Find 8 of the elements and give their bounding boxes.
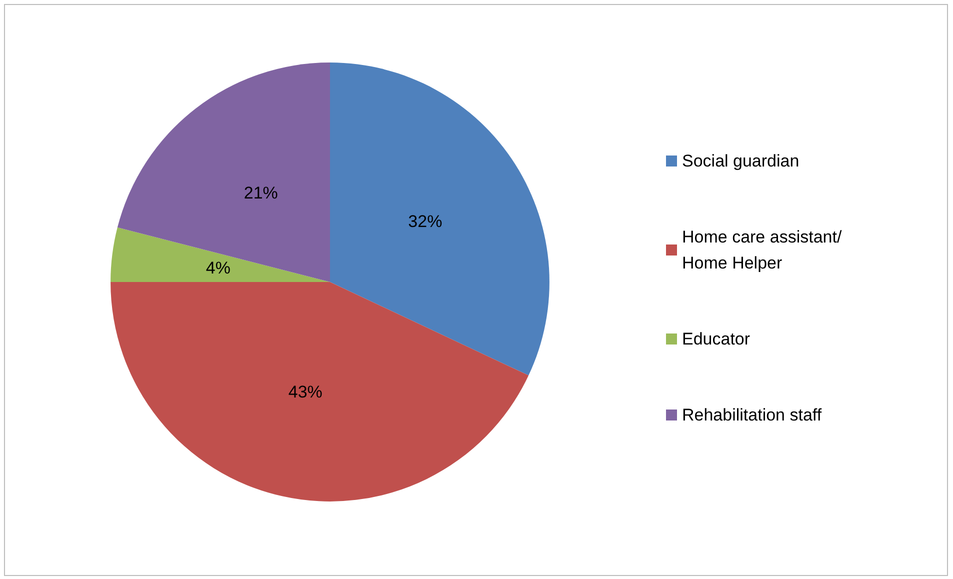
- legend-label: Home care assistant/Home Helper: [682, 228, 842, 272]
- data-label: 4%: [206, 258, 230, 278]
- legend-label: Rehabilitation staff: [682, 406, 822, 424]
- legend-label: Social guardian: [682, 152, 800, 170]
- data-label: 43%: [288, 382, 322, 402]
- data-label: 32%: [408, 212, 442, 232]
- legend-label: Educator: [682, 330, 750, 348]
- data-label: 21%: [244, 183, 278, 202]
